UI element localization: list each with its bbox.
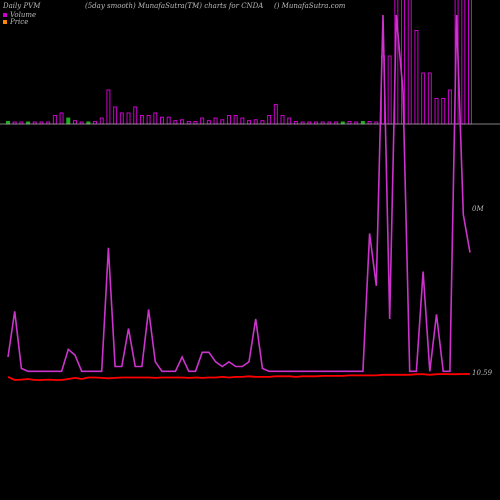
legend-volume-swatch [3, 13, 7, 17]
price-line [7, 373, 470, 381]
chart-subtitle-left: Daily PVM [3, 2, 41, 10]
legend-volume: Volume [3, 11, 36, 19]
volume-axis-label: 0M [472, 205, 484, 213]
volume-bar [66, 117, 71, 125]
volume-bar [160, 116, 164, 125]
volume-bar [468, 0, 472, 125]
volume-bar [220, 119, 225, 125]
volume-bar [247, 120, 252, 125]
volume-bar [166, 116, 171, 125]
volume-bar [200, 117, 205, 125]
volume-bar [447, 89, 452, 125]
volume-bar [427, 72, 432, 125]
volume-bar [133, 106, 138, 125]
volume-bar [72, 120, 77, 125]
volume-bar [233, 115, 238, 125]
volume-bar [441, 98, 446, 125]
volume-bar [407, 0, 412, 125]
volume-bar [59, 112, 64, 125]
volume-bar [153, 112, 158, 125]
volume-bar [267, 115, 272, 125]
volume-bar [287, 117, 292, 125]
legend-volume-label: Volume [10, 11, 37, 19]
volume-bar [240, 117, 245, 125]
volume-bar [106, 89, 111, 125]
volume-bar [173, 120, 178, 125]
volume-bar [113, 106, 118, 125]
volume-bar [126, 112, 131, 125]
volume-bar [139, 115, 144, 125]
volume-bar [387, 55, 392, 125]
price-axis-label: 10.59 [472, 369, 493, 377]
volume-bar [213, 117, 218, 125]
volume-bar [52, 115, 57, 125]
volume-bar [119, 112, 124, 125]
site-credit: () MunafaSutra.com [274, 2, 346, 10]
legend-price: Price [3, 18, 28, 26]
legend-price-label: Price [10, 18, 29, 26]
volume-bar [414, 30, 419, 125]
volume-bar [260, 120, 265, 125]
volume-bar [434, 98, 439, 125]
chart-title: (5day smooth) MunafaSutra(TM) charts for… [85, 2, 264, 10]
volume-bar [421, 72, 426, 125]
volume-bar [180, 119, 185, 125]
volume-bar [273, 103, 278, 125]
volume-bar [253, 119, 258, 125]
volume-bar [146, 115, 151, 125]
volume-bar [461, 0, 466, 125]
volume-bars [6, 0, 472, 125]
volume-bar [206, 120, 211, 125]
volume-bar [280, 115, 285, 125]
legend-price-swatch [3, 20, 7, 24]
volume-bar [226, 115, 231, 125]
pvm-line [7, 14, 471, 373]
volume-bar [99, 117, 104, 125]
